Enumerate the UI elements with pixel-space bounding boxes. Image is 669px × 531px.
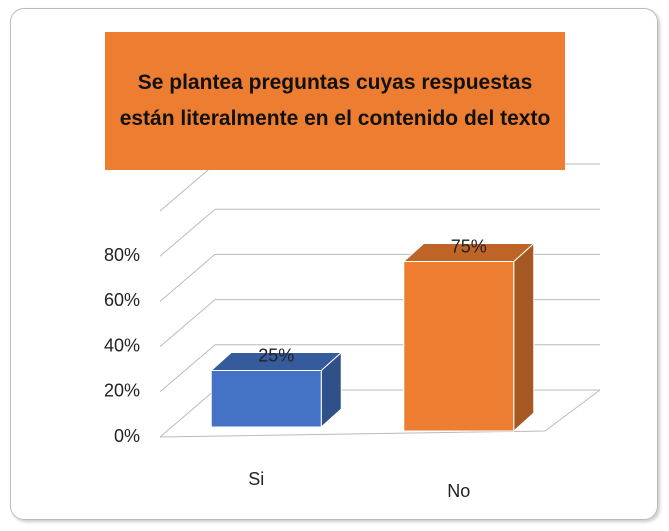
floor-edge (159, 389, 601, 438)
grid-line (159, 208, 600, 257)
chart-title: Se plantea preguntas cuyas respuestas es… (105, 32, 565, 170)
y-tick-label: 40% (104, 335, 140, 355)
x-tick-label: Si (248, 469, 264, 489)
slide-frame (10, 8, 658, 520)
value-label: 75% (451, 236, 487, 256)
wall-edge (159, 163, 600, 212)
bar-side (513, 242, 535, 433)
y-tick-label: 20% (104, 381, 140, 401)
y-tick-label: 0% (114, 426, 140, 446)
y-tick-label: 60% (104, 290, 140, 310)
x-tick-label: No (447, 481, 470, 501)
y-tick-label: 80% (104, 245, 140, 265)
bar (210, 370, 322, 428)
value-label: 25% (258, 345, 294, 365)
bar (403, 261, 515, 432)
